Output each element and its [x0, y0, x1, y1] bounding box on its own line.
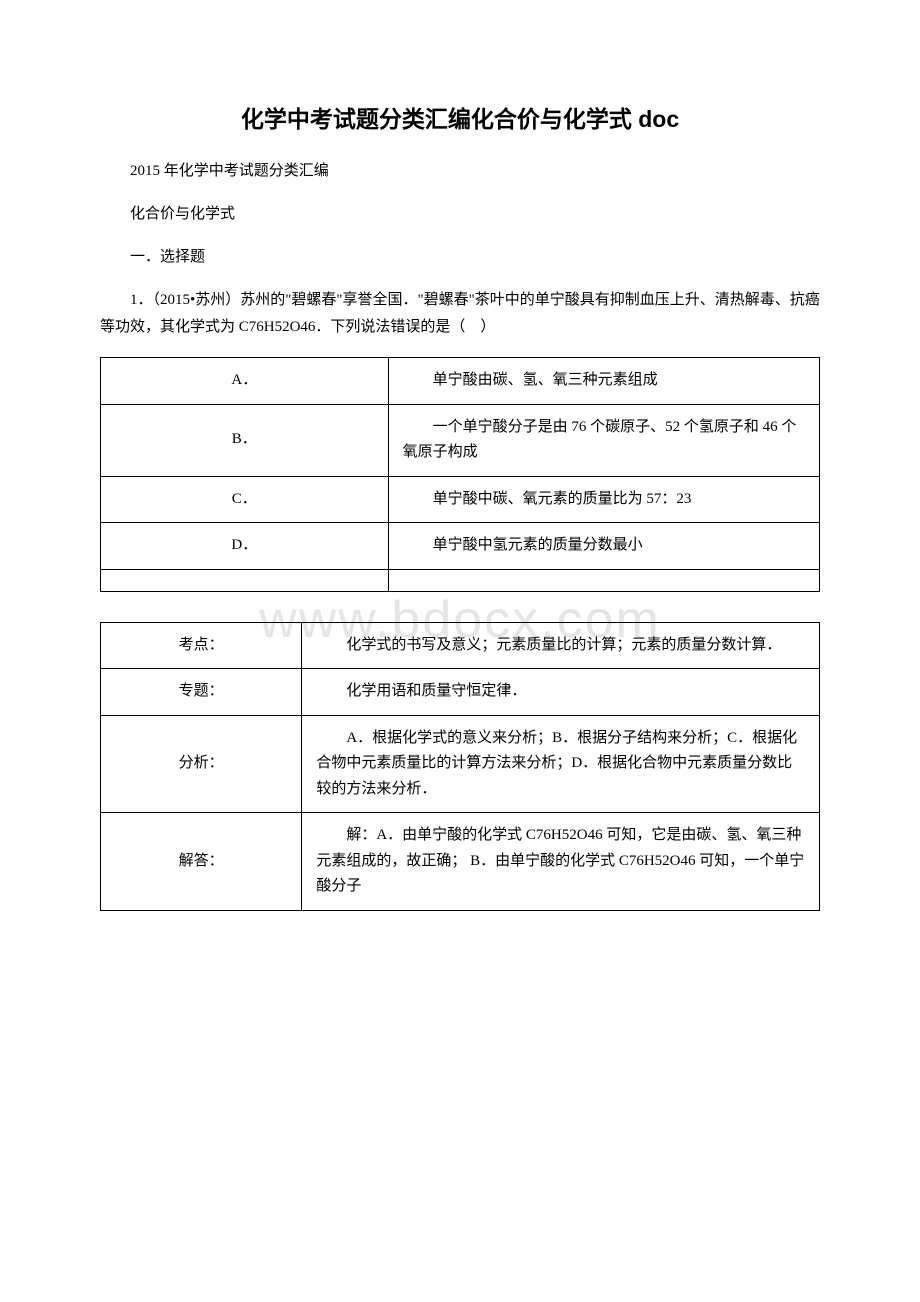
table-row: 专题： 化学用语和质量守恒定律．	[101, 669, 820, 716]
option-label: A．	[101, 358, 389, 405]
analysis-label: 分析：	[101, 715, 302, 813]
intro-line-3: 一．选择题	[100, 244, 820, 271]
analysis-label: 考点：	[101, 622, 302, 669]
table-row: A． 单宁酸由碳、氢、氧三种元素组成	[101, 358, 820, 405]
table-row: C． 单宁酸中碳、氧元素的质量比为 57：23	[101, 476, 820, 523]
option-label: D．	[101, 523, 389, 570]
intro-line-1: 2015 年化学中考试题分类汇编	[100, 158, 820, 185]
analysis-content: A．根据化学式的意义来分析；B．根据分子结构来分析；C．根据化合物中元素质量比的…	[302, 715, 820, 813]
option-content: 单宁酸由碳、氢、氧三种元素组成	[388, 358, 819, 405]
table-row: 考点： 化学式的书写及意义；元素质量比的计算；元素的质量分数计算．	[101, 622, 820, 669]
analysis-label: 专题：	[101, 669, 302, 716]
document-content: 化学中考试题分类汇编化合价与化学式 doc 2015 年化学中考试题分类汇编 化…	[100, 100, 820, 911]
option-content: 单宁酸中氢元素的质量分数最小	[388, 523, 819, 570]
analysis-table: 考点： 化学式的书写及意义；元素质量比的计算；元素的质量分数计算． 专题： 化学…	[100, 622, 820, 911]
analysis-content: 解：A．由单宁酸的化学式 C76H52O46 可知，它是由碳、氢、氧三种元素组成…	[302, 813, 820, 911]
option-label: C．	[101, 476, 389, 523]
options-table: A． 单宁酸由碳、氢、氧三种元素组成 B． 一个单宁酸分子是由 76 个碳原子、…	[100, 357, 820, 592]
option-label: B．	[101, 404, 389, 476]
table-row: 解答： 解：A．由单宁酸的化学式 C76H52O46 可知，它是由碳、氢、氧三种…	[101, 813, 820, 911]
option-content: 一个单宁酸分子是由 76 个碳原子、52 个氢原子和 46 个氧原子构成	[388, 404, 819, 476]
question-stem: 1．（2015•苏州）苏州的"碧螺春"享誉全国．"碧螺春"茶叶中的单宁酸具有抑制…	[100, 287, 820, 341]
analysis-content: 化学用语和质量守恒定律．	[302, 669, 820, 716]
table-row: B． 一个单宁酸分子是由 76 个碳原子、52 个氢原子和 46 个氧原子构成	[101, 404, 820, 476]
table-row: 分析： A．根据化学式的意义来分析；B．根据分子结构来分析；C．根据化合物中元素…	[101, 715, 820, 813]
option-content: 单宁酸中碳、氧元素的质量比为 57：23	[388, 476, 819, 523]
empty-cell	[101, 569, 389, 591]
intro-line-2: 化合价与化学式	[100, 201, 820, 228]
analysis-content: 化学式的书写及意义；元素质量比的计算；元素的质量分数计算．	[302, 622, 820, 669]
empty-cell	[388, 569, 819, 591]
analysis-label: 解答：	[101, 813, 302, 911]
page-title: 化学中考试题分类汇编化合价与化学式 doc	[100, 100, 820, 134]
table-row-empty	[101, 569, 820, 591]
table-row: D． 单宁酸中氢元素的质量分数最小	[101, 523, 820, 570]
